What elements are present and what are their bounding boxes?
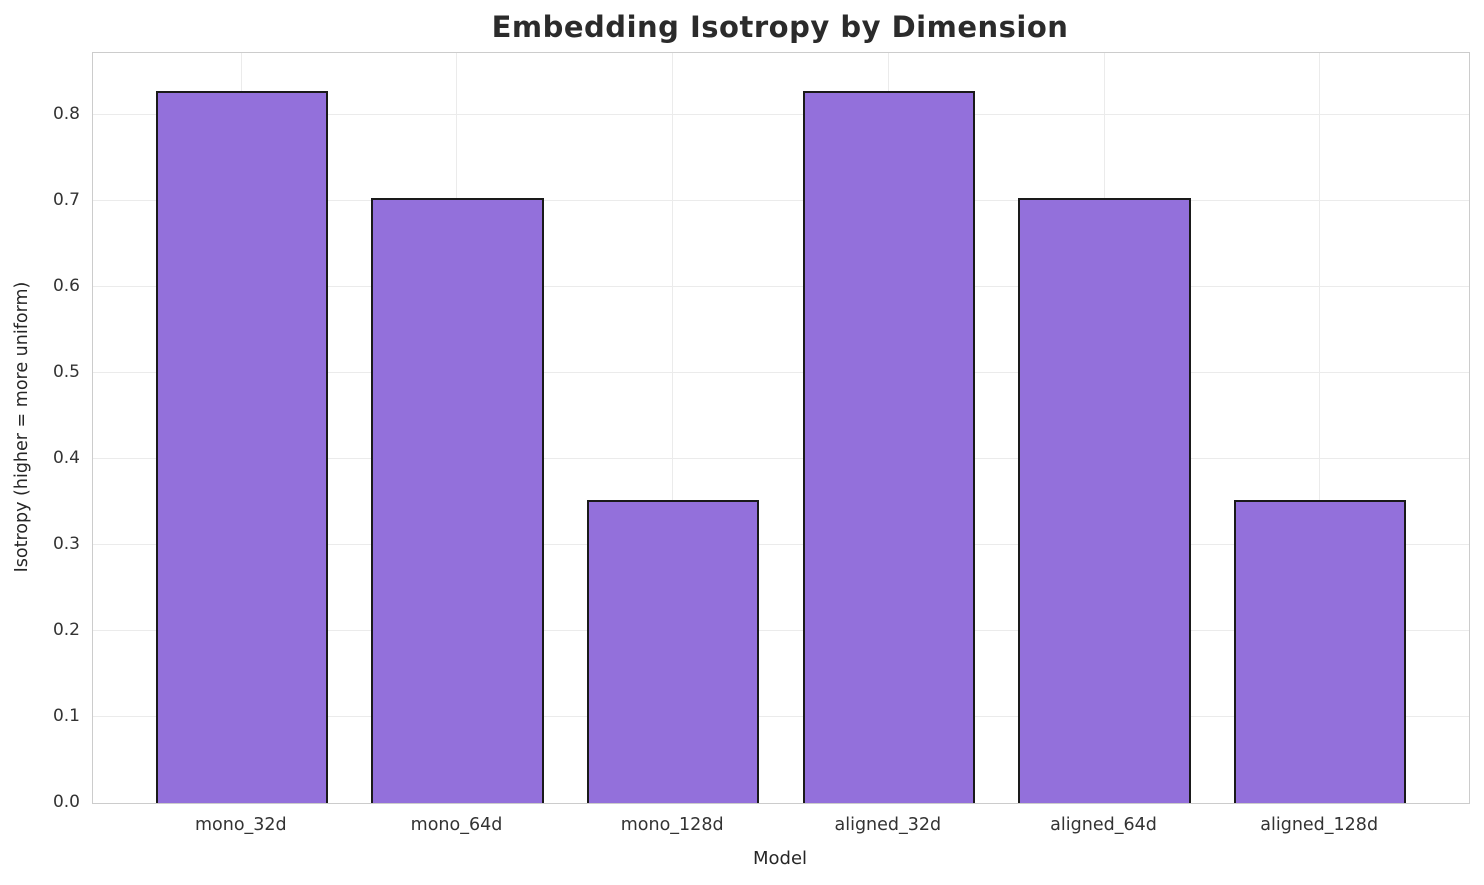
x-tick-label-mono_128d: mono_128d	[620, 815, 724, 835]
y-tick-label-0.7: 0.7	[52, 189, 80, 210]
bar-aligned_32d	[802, 90, 976, 803]
x-axis-label: Model	[752, 848, 808, 869]
y-gridline-0.1	[93, 715, 1469, 717]
y-gridline-0.4	[93, 457, 1469, 459]
chart-title: Embedding Isotropy by Dimension	[491, 10, 1069, 44]
y-gridline-0.6	[93, 285, 1469, 287]
bar-mono_128d	[586, 500, 760, 803]
y-tick-label-0.1: 0.1	[52, 705, 80, 726]
y-tick-label-0.6: 0.6	[52, 275, 80, 296]
y-gridline-0.8	[93, 113, 1469, 115]
plot-area	[92, 52, 1470, 804]
y-gridline-0.2	[93, 629, 1469, 631]
bar-aligned_128d	[1233, 500, 1407, 803]
bar-aligned_64d	[1018, 198, 1191, 803]
y-tick-label-0.4: 0.4	[52, 447, 80, 468]
bar-mono_64d	[371, 198, 544, 803]
y-axis-label-text: Isotropy (higher = more uniform)	[12, 281, 32, 573]
y-tick-label-0.0: 0.0	[52, 792, 80, 812]
x-gridline-mono_128d	[672, 53, 674, 803]
x-tick-label-mono_32d: mono_32d	[194, 815, 287, 835]
y-tick-label-0.5: 0.5	[52, 361, 80, 382]
x-tick-label-mono_64d: mono_64d	[410, 815, 503, 835]
x-tick-label-aligned_32d: aligned_32d	[834, 815, 942, 835]
x-gridline-aligned_128d	[1319, 53, 1321, 803]
y-tick-label-0.3: 0.3	[52, 533, 80, 554]
y-gridline-0.7	[93, 199, 1469, 201]
x-tick-label-aligned_128d: aligned_128d	[1260, 815, 1379, 835]
y-tick-label-0.2: 0.2	[52, 619, 80, 640]
x-tick-label-aligned_64d: aligned_64d	[1050, 815, 1157, 835]
bar-mono_32d	[155, 90, 329, 803]
y-tick-label-0.8: 0.8	[52, 103, 80, 124]
y-gridline-0.3	[93, 543, 1469, 545]
y-gridline-0.5	[93, 371, 1469, 373]
